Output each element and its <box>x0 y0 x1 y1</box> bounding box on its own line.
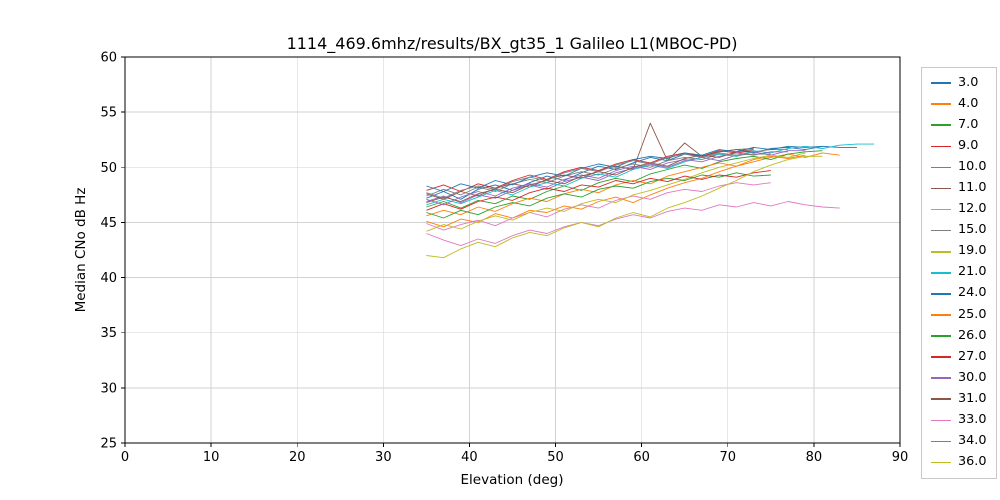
series-line-31.0 <box>426 149 754 204</box>
tick-marks <box>121 56 901 447</box>
legend-item-19.0: 19.0 <box>931 244 987 260</box>
series-line-36.0 <box>426 155 823 259</box>
legend: 3.0 4.0 7.0 9.0 10.0 11.0 12.0 15.0 19.0 21.0 24.0… <box>921 67 997 479</box>
legend-line-swatch <box>931 377 951 379</box>
legend-label: 25.0 <box>958 306 987 322</box>
series-line-34.0 <box>426 152 771 199</box>
y-axis-label: Median CNo dB Hz <box>73 188 89 313</box>
legend-label: 4.0 <box>958 95 979 111</box>
plot-border <box>124 56 901 444</box>
legend-item-9.0: 9.0 <box>931 138 987 154</box>
chart-title: 1114_469.6mhz/results/BX_gt35_1 Galileo … <box>287 34 738 54</box>
legend-line-swatch <box>931 145 951 148</box>
legend-item-7.0: 7.0 <box>931 117 987 133</box>
legend-label: 7.0 <box>958 116 979 132</box>
legend-label: 30.0 <box>958 369 987 385</box>
legend-label: 9.0 <box>958 137 979 153</box>
legend-label: 31.0 <box>958 390 987 406</box>
legend-item-24.0: 24.0 <box>931 286 987 302</box>
x-tick-label: 40 <box>461 450 478 465</box>
x-tick-label: 30 <box>375 450 392 465</box>
legend-label: 15.0 <box>958 222 987 238</box>
legend-line-swatch <box>931 82 951 84</box>
legend-item-26.0: 26.0 <box>931 328 987 344</box>
x-axis-label: Elevation (deg) <box>461 472 564 488</box>
legend-label: 12.0 <box>958 201 987 217</box>
legend-item-34.0: 34.0 <box>931 433 987 449</box>
tick-labels: 0 10 20 30 40 50 60 70 80 90 25 30 35 40 45 50 55 60 <box>100 51 908 466</box>
series-line-33.0 <box>426 201 840 247</box>
legend-item-36.0: 36.0 <box>931 454 987 470</box>
legend-label: 26.0 <box>958 327 987 343</box>
y-tick-label: 30 <box>100 381 117 396</box>
y-tick-label: 60 <box>100 51 117 66</box>
x-tick-label: 50 <box>547 450 564 465</box>
legend-line-swatch <box>931 229 951 232</box>
legend-line-swatch <box>931 335 951 337</box>
series-lines <box>426 122 875 259</box>
legend-item-4.0: 4.0 <box>931 96 987 112</box>
y-tick-label: 40 <box>100 271 117 286</box>
legend-line-swatch <box>931 103 951 105</box>
legend-line-swatch <box>931 356 951 358</box>
legend-item-31.0: 31.0 <box>931 391 987 407</box>
x-tick-label: 80 <box>806 450 823 465</box>
legend-label: 36.0 <box>958 454 987 470</box>
legend-line-swatch <box>931 293 951 295</box>
legend-line-swatch <box>931 208 951 211</box>
legend-label: 34.0 <box>958 433 987 449</box>
x-tick-label: 20 <box>289 450 306 465</box>
y-tick-label: 50 <box>100 161 117 176</box>
legend-item-25.0: 25.0 <box>931 307 987 323</box>
legend-item-27.0: 27.0 <box>931 349 987 365</box>
series-line-30.0 <box>426 151 789 206</box>
legend-line-swatch <box>931 440 951 443</box>
y-tick-label: 35 <box>100 326 117 341</box>
legend-line-swatch <box>931 187 951 190</box>
series-line-12.0 <box>426 182 771 231</box>
legend-item-15.0: 15.0 <box>931 223 987 239</box>
legend-label: 24.0 <box>958 285 987 301</box>
legend-line-swatch <box>931 166 951 169</box>
legend-label: 10.0 <box>958 159 987 174</box>
legend-label: 21.0 <box>958 264 987 280</box>
legend-item-12.0: 12.0 <box>931 201 987 217</box>
legend-item-11.0: 11.0 <box>931 180 987 196</box>
legend-line-swatch <box>931 124 951 127</box>
series-line-11.0 <box>426 122 754 200</box>
legend-label: 3.0 <box>958 74 979 90</box>
legend-item-10.0: 10.0 <box>931 159 987 175</box>
legend-line-swatch <box>931 250 951 253</box>
legend-line-swatch <box>931 314 951 316</box>
x-tick-label: 0 <box>121 450 129 465</box>
series-line-19.0 <box>426 152 806 232</box>
legend-label: 27.0 <box>958 348 987 364</box>
legend-line-swatch <box>931 272 951 274</box>
legend-item-21.0: 21.0 <box>931 265 987 281</box>
legend-line-swatch <box>931 398 951 401</box>
series-line-7.0 <box>426 150 823 209</box>
series-line-4.0 <box>426 152 840 228</box>
legend-item-30.0: 30.0 <box>931 370 987 386</box>
y-tick-label: 55 <box>100 106 117 121</box>
series-line-3.0 <box>426 145 857 200</box>
series-line-27.0 <box>426 170 771 211</box>
legend-label: 33.0 <box>958 411 987 427</box>
legend-line-swatch <box>931 461 951 464</box>
legend-label: 19.0 <box>958 243 987 259</box>
y-tick-label: 25 <box>100 437 117 452</box>
x-tick-label: 10 <box>203 450 220 465</box>
legend-line-swatch <box>931 419 951 422</box>
legend-item-33.0: 33.0 <box>931 412 987 428</box>
legend-label: 11.0 <box>958 180 987 196</box>
series-line-24.0 <box>426 145 823 192</box>
x-tick-label: 70 <box>720 450 737 465</box>
legend-item-3.0: 3.0 <box>931 75 987 91</box>
x-tick-label: 90 <box>892 450 909 465</box>
x-tick-label: 60 <box>633 450 650 465</box>
gridlines <box>124 56 901 444</box>
y-tick-label: 45 <box>100 216 117 231</box>
